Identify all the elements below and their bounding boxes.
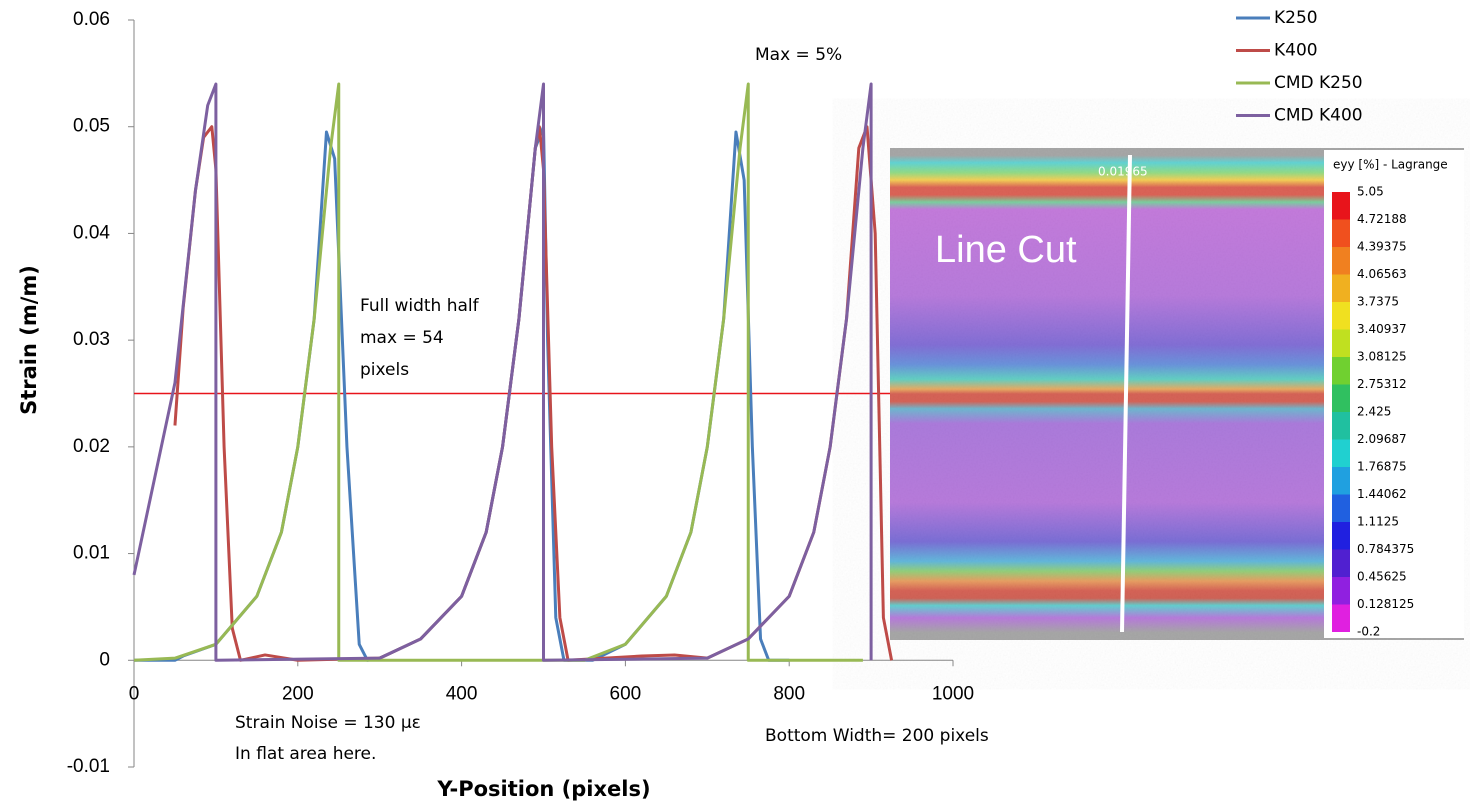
colorbar-segment [1332, 467, 1350, 495]
line-cut-label: Line Cut [935, 229, 1077, 271]
annotation: Bottom Width= 200 pixels [765, 726, 989, 746]
x-tick-label: 800 [773, 683, 805, 704]
annotation: Max = 5% [755, 45, 842, 65]
colorbar-segment [1332, 550, 1350, 578]
colorbar-segment [1332, 302, 1350, 330]
colorbar-label: 0.45625 [1357, 570, 1407, 584]
colorbar-segment [1332, 577, 1350, 605]
colorbar-segment [1332, 440, 1350, 468]
y-axis-title: Strain (m/m) [17, 265, 41, 415]
y-tick-label: 0.01 [73, 543, 110, 564]
legend-label: K400 [1274, 41, 1318, 61]
y-tick-label: -0.01 [67, 756, 110, 777]
colorbar-segment [1332, 357, 1350, 385]
annotation: Strain Noise = 130 με [235, 713, 421, 733]
annotation: In flat area here. [235, 744, 376, 764]
annotation: Full width half [360, 296, 480, 316]
series-line [134, 84, 871, 660]
colorbar-segment [1332, 192, 1350, 220]
colorbar-label: 3.7375 [1357, 295, 1399, 309]
colorbar-label: 5.05 [1357, 185, 1384, 199]
colorbar-label: 1.76875 [1357, 460, 1407, 474]
legend-label: CMD K250 [1274, 73, 1363, 93]
x-tick-label: 0 [129, 683, 140, 704]
colorbar-segment [1332, 330, 1350, 358]
colorbar-label: 4.06563 [1357, 267, 1407, 281]
y-tick-label: 0.05 [73, 116, 110, 137]
annotation: pixels [360, 360, 409, 380]
colorbar-segment [1332, 605, 1350, 633]
colorbar-label: 2.09687 [1357, 432, 1407, 446]
colorbar-label: 1.44062 [1357, 487, 1407, 501]
colorbar-label: 4.72188 [1357, 212, 1407, 226]
colorbar-label: 0.128125 [1357, 597, 1414, 611]
annotation: max = 54 [360, 328, 444, 348]
y-tick-label: 0.04 [73, 222, 110, 243]
colorbar-segment [1332, 495, 1350, 523]
colorbar-label: 3.40937 [1357, 322, 1407, 336]
legend-label: CMD K400 [1274, 106, 1363, 126]
colorbar-segment [1332, 220, 1350, 248]
y-tick-label: 0.02 [73, 436, 110, 457]
colorbar-label: 2.425 [1357, 405, 1391, 419]
colorbar-segment [1332, 385, 1350, 413]
colorbar-title: eyy [%] - Lagrange [1333, 158, 1448, 172]
colorbar-segment [1332, 275, 1350, 303]
colorbar-segment [1332, 247, 1350, 275]
strain-field-image: 0.01965 Line Cut eyy [%] - Lagrange 5.05… [890, 148, 1464, 640]
colorbar-segment [1332, 522, 1350, 550]
legend-label: K250 [1274, 8, 1318, 28]
colorbar-segment [1332, 412, 1350, 440]
colorbar-label: -0.2 [1357, 625, 1380, 639]
series-line [134, 84, 863, 660]
colorbar-label: 1.1125 [1357, 515, 1399, 529]
colorbar-label: 4.39375 [1357, 240, 1407, 254]
colorbar-label: 3.08125 [1357, 350, 1407, 364]
colorbar-label: 0.784375 [1357, 542, 1414, 556]
y-tick-label: 0 [99, 649, 110, 670]
y-tick-label: 0.03 [73, 329, 110, 350]
x-tick-label: 1000 [932, 683, 974, 704]
chart: 0.01965 Line Cut eyy [%] - Lagrange 5.05… [0, 0, 1470, 808]
colorbar-label: 2.75312 [1357, 377, 1407, 391]
x-tick-label: 600 [610, 683, 642, 704]
y-tick-label: 0.06 [73, 9, 110, 30]
x-axis-title: Y-Position (pixels) [436, 777, 650, 801]
cut-value: 0.01965 [1098, 165, 1148, 179]
x-tick-label: 200 [282, 683, 314, 704]
x-tick-label: 400 [446, 683, 478, 704]
